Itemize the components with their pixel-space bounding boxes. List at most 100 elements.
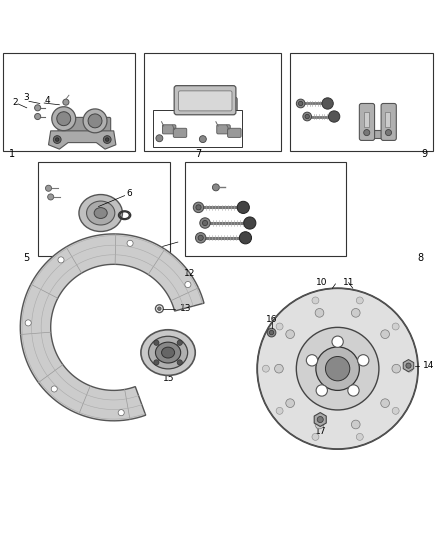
- Bar: [290, 53, 433, 151]
- Circle shape: [322, 98, 333, 109]
- Circle shape: [332, 336, 343, 348]
- Circle shape: [177, 340, 182, 345]
- Circle shape: [381, 399, 389, 408]
- Circle shape: [385, 130, 392, 135]
- Text: 5: 5: [24, 253, 30, 263]
- Circle shape: [276, 323, 283, 330]
- FancyBboxPatch shape: [173, 128, 187, 138]
- Circle shape: [297, 327, 379, 410]
- Circle shape: [392, 365, 401, 373]
- Circle shape: [286, 399, 294, 408]
- FancyBboxPatch shape: [58, 117, 111, 132]
- Bar: [144, 53, 281, 151]
- Circle shape: [156, 135, 163, 142]
- Ellipse shape: [141, 330, 195, 375]
- Circle shape: [56, 138, 59, 141]
- Circle shape: [351, 309, 360, 317]
- Bar: [3, 53, 135, 151]
- FancyBboxPatch shape: [217, 125, 230, 134]
- FancyBboxPatch shape: [162, 125, 176, 134]
- Ellipse shape: [155, 342, 181, 363]
- Circle shape: [198, 235, 203, 240]
- Circle shape: [202, 221, 208, 225]
- Text: 14: 14: [423, 361, 434, 370]
- Circle shape: [25, 320, 31, 326]
- Ellipse shape: [79, 195, 123, 231]
- Text: 6: 6: [126, 189, 132, 198]
- Circle shape: [303, 112, 311, 121]
- Circle shape: [158, 307, 161, 310]
- Ellipse shape: [52, 107, 76, 131]
- Circle shape: [200, 218, 210, 228]
- Bar: [185, 162, 346, 256]
- Circle shape: [316, 347, 359, 390]
- Text: 11: 11: [343, 278, 354, 287]
- Circle shape: [286, 330, 294, 338]
- Ellipse shape: [148, 336, 187, 369]
- Circle shape: [298, 101, 303, 106]
- Circle shape: [406, 363, 411, 368]
- Circle shape: [269, 330, 274, 335]
- Circle shape: [240, 232, 251, 244]
- Circle shape: [328, 111, 340, 122]
- Text: 4: 4: [45, 96, 50, 105]
- Circle shape: [154, 360, 159, 365]
- Text: 12: 12: [184, 269, 195, 278]
- Circle shape: [195, 232, 206, 243]
- Circle shape: [237, 201, 249, 213]
- Text: 13: 13: [180, 304, 191, 313]
- Circle shape: [185, 281, 191, 288]
- Circle shape: [154, 340, 159, 345]
- Text: 8: 8: [417, 253, 423, 263]
- Circle shape: [63, 99, 69, 105]
- Text: 15: 15: [163, 374, 174, 383]
- Circle shape: [312, 433, 319, 440]
- Text: 10: 10: [316, 278, 327, 287]
- Circle shape: [305, 115, 309, 119]
- FancyBboxPatch shape: [174, 86, 236, 115]
- FancyBboxPatch shape: [228, 128, 241, 138]
- Circle shape: [357, 354, 369, 366]
- Circle shape: [381, 330, 389, 338]
- Circle shape: [351, 420, 360, 429]
- Circle shape: [392, 323, 399, 330]
- Circle shape: [118, 410, 124, 416]
- Bar: [38, 162, 170, 256]
- Ellipse shape: [87, 201, 115, 225]
- Circle shape: [106, 138, 109, 141]
- Circle shape: [212, 184, 219, 191]
- Bar: [364, 112, 369, 127]
- Circle shape: [46, 185, 52, 191]
- Text: 2: 2: [12, 98, 18, 107]
- Circle shape: [51, 386, 57, 392]
- Circle shape: [312, 297, 319, 304]
- Circle shape: [196, 205, 201, 210]
- Circle shape: [35, 105, 41, 111]
- Text: 3: 3: [23, 93, 29, 102]
- Text: 7: 7: [195, 149, 201, 159]
- Circle shape: [199, 135, 206, 143]
- Circle shape: [325, 357, 350, 381]
- Bar: [153, 110, 242, 147]
- Circle shape: [35, 114, 41, 119]
- Ellipse shape: [83, 109, 107, 133]
- Ellipse shape: [162, 347, 175, 358]
- Circle shape: [316, 385, 328, 396]
- Circle shape: [306, 354, 318, 366]
- Circle shape: [317, 416, 323, 423]
- Circle shape: [348, 385, 359, 396]
- Circle shape: [53, 135, 61, 143]
- Text: 16: 16: [266, 315, 277, 324]
- Circle shape: [103, 135, 111, 143]
- Circle shape: [262, 365, 269, 372]
- Circle shape: [48, 194, 54, 200]
- Circle shape: [276, 407, 283, 414]
- Circle shape: [356, 297, 363, 304]
- FancyBboxPatch shape: [179, 91, 232, 111]
- Circle shape: [315, 309, 324, 317]
- Text: 17: 17: [314, 427, 326, 436]
- Circle shape: [257, 288, 418, 449]
- Circle shape: [58, 257, 64, 263]
- Bar: [385, 112, 390, 127]
- Circle shape: [127, 240, 133, 246]
